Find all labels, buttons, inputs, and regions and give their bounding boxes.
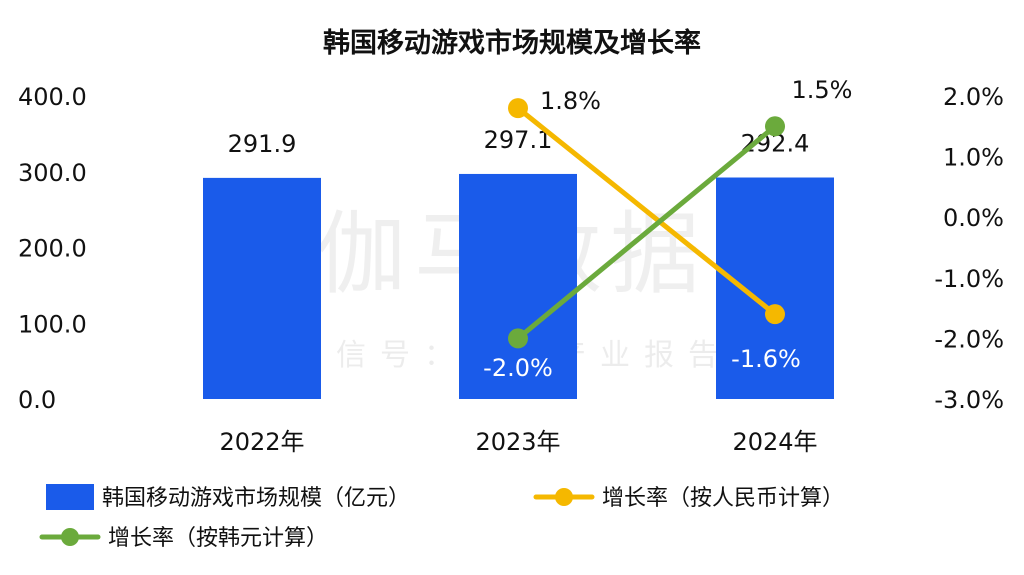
x-tick-label: 2024年 (732, 428, 817, 456)
growth-value-label: 1.5% (792, 76, 853, 104)
chart-title: 韩国移动游戏市场规模及增长率 (323, 27, 701, 59)
right-tick-label: 1.0% (943, 144, 1004, 172)
legend-label: 韩国移动游戏市场规模（亿元） (102, 486, 410, 511)
x-axis: 2022年 2023年 2024年 (219, 428, 817, 456)
x-tick-label: 2023年 (475, 428, 560, 456)
right-tick-label: -2.0% (934, 325, 1004, 353)
left-tick-label: 100.0 (18, 310, 87, 338)
bar (716, 177, 834, 399)
legend-label: 增长率（按人民币计算） (602, 486, 844, 511)
bar-value-label: 291.9 (228, 130, 297, 158)
series-line (515, 123, 778, 341)
legend-label: 增长率（按韩元计算） (108, 526, 328, 551)
data-point (765, 116, 785, 137)
left-axis: 0.0 100.0 200.0 300.0 400.0 (18, 83, 87, 414)
left-tick-label: 200.0 (18, 235, 87, 263)
x-tick-label: 2022年 (219, 428, 304, 456)
bars (203, 173, 834, 399)
right-tick-label: 0.0% (943, 204, 1004, 232)
growth-value-label: -2.0% (483, 354, 553, 382)
right-axis: -3.0% -2.0% -1.0% 0.0% 1.0% 2.0% (934, 83, 1004, 414)
bar-value-label: 297.1 (484, 126, 553, 154)
legend: 韩国移动游戏市场规模（亿元） 增长率（按人民币计算） 增长率（按韩元计算） (39, 484, 844, 551)
right-tick-label: 2.0% (943, 83, 1004, 111)
legend-swatch-bar (46, 484, 94, 510)
left-tick-label: 0.0 (18, 386, 56, 414)
right-tick-label: -3.0% (934, 386, 1004, 414)
growth-lines: 1.8% -1.6% -2.0% 1.5% (483, 76, 852, 382)
data-point (508, 98, 528, 119)
series-line (515, 105, 778, 317)
left-tick-label: 300.0 (18, 159, 87, 187)
bar (203, 177, 321, 399)
right-tick-label: -1.0% (934, 265, 1004, 293)
data-point (765, 304, 785, 325)
legend-swatch-marker (61, 528, 79, 546)
bar-labels: 291.9 297.1 292.4 (228, 126, 810, 158)
data-point (508, 328, 528, 349)
growth-value-label: -1.6% (731, 345, 801, 373)
bar (459, 173, 577, 399)
growth-value-label: 1.8% (540, 87, 601, 115)
left-tick-label: 400.0 (18, 83, 87, 111)
legend-swatch-marker (555, 488, 573, 506)
